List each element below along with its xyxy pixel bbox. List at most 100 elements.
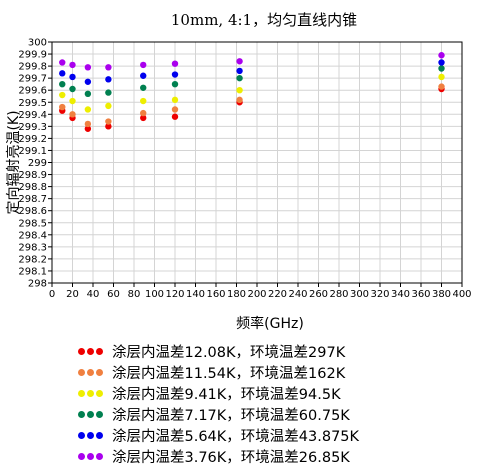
data-point-series-5: [59, 70, 66, 77]
x-tick-label: 280: [329, 289, 348, 300]
x-axis-label: 频率(GHz): [236, 315, 304, 332]
grid: [51, 41, 463, 284]
data-point-series-5: [236, 67, 243, 75]
x-tick-label: 360: [411, 289, 430, 300]
data-point-series-4: [140, 84, 147, 91]
chart-title: 10mm, 4:1，均匀直线内锥: [171, 11, 357, 29]
data-point-series-3: [171, 96, 179, 104]
legend-item: 涂层内温差5.64K，环境温差43.875K: [78, 425, 359, 446]
data-point-series-4: [59, 80, 66, 88]
data-point-series-5: [69, 73, 76, 81]
data-point-series-3: [59, 91, 66, 99]
data-point-series-6: [59, 59, 66, 66]
y-tick-label: 299.2: [18, 134, 47, 145]
data-point-series-6: [171, 60, 179, 67]
y-tick-label: 298.5: [18, 218, 47, 229]
data-point-series-4: [438, 65, 445, 72]
y-tick-label: 299: [28, 158, 47, 169]
legend-dot: [87, 369, 94, 376]
data-point-series-1: [84, 125, 92, 132]
data-point-series-6: [84, 64, 92, 71]
legend-dot: [96, 453, 103, 460]
data-point-series-2: [105, 118, 112, 125]
data-point-series-6: [438, 52, 445, 59]
data-point-series-1: [105, 123, 112, 130]
legend-item: 涂层内温差3.76K，环境温差26.85K: [78, 446, 359, 467]
x-tick-label: 220: [268, 289, 287, 300]
y-tick-label: 300: [28, 38, 47, 49]
y-tick-label: 298.3: [18, 242, 47, 253]
data-point-series-5: [171, 71, 179, 78]
y-tick-label: 299.3: [18, 122, 47, 133]
legend-item: 涂层内温差11.54K，环境温差162K: [78, 362, 359, 383]
legend-label: 涂层内温差9.41K，环境温差94.5K: [112, 387, 341, 403]
y-tick-label: 298.6: [18, 206, 47, 217]
data-point-series-3: [140, 97, 147, 105]
legend-dot: [78, 432, 85, 439]
data-point-series-2: [84, 120, 92, 128]
legend-marker: [78, 348, 108, 355]
legend-label: 涂层内温差7.17K，环境温差60.75K: [112, 408, 350, 424]
x-tick-label: 0: [49, 289, 55, 300]
legend-dot: [96, 390, 103, 397]
y-tick-label: 298.8: [18, 182, 47, 193]
y-axis: 298298.1298.2298.3298.4298.5298.6298.729…: [18, 38, 52, 290]
legend-dot: [87, 432, 94, 439]
y-tick-label: 298.7: [18, 194, 47, 205]
legend-dot: [78, 348, 85, 355]
data-point-series-3: [438, 73, 445, 81]
x-tick-label: 300: [350, 289, 369, 300]
legend-label: 涂层内温差3.76K，环境温差26.85K: [112, 450, 350, 466]
y-tick-label: 299.7: [18, 74, 47, 85]
x-tick-label: 120: [165, 289, 184, 300]
data-point-series-5: [105, 76, 112, 83]
data-point-series-4: [105, 89, 112, 96]
data-point-series-5: [140, 72, 147, 79]
data-point-series-1: [140, 114, 147, 122]
legend-dot: [96, 348, 103, 355]
data-point-series-2: [236, 96, 243, 104]
data-point-series-4: [84, 90, 92, 98]
y-tick-label: 299.6: [18, 86, 47, 97]
legend-label: 涂层内温差5.64K，环境温差43.875K: [112, 429, 360, 445]
y-tick-label: 298: [28, 279, 47, 290]
x-tick-label: 340: [391, 289, 410, 300]
data-points: [59, 52, 445, 132]
y-tick-label: 299.1: [18, 146, 47, 157]
x-tick-label: 240: [288, 289, 307, 300]
x-tick-label: 60: [107, 289, 120, 300]
legend-dot: [87, 411, 94, 418]
legend-dot: [87, 453, 94, 460]
data-point-series-6: [69, 61, 76, 69]
y-tick-label: 299.4: [18, 110, 47, 121]
legend-marker: [78, 432, 108, 439]
x-tick-label: 400: [452, 289, 471, 300]
data-point-series-3: [105, 102, 112, 110]
data-point-series-6: [140, 61, 147, 69]
data-point-series-1: [171, 113, 179, 120]
y-axis-label: 定向辐射亮温(K): [5, 110, 22, 214]
x-tick-label: 320: [370, 289, 389, 300]
data-point-series-2: [171, 106, 179, 113]
y-tick-label: 298.1: [18, 266, 47, 277]
y-tick-label: 299.5: [18, 98, 47, 109]
data-point-series-2: [59, 103, 66, 111]
x-tick-label: 380: [432, 289, 451, 300]
data-point-series-2: [140, 109, 147, 117]
data-point-series-2: [438, 83, 445, 90]
legend-marker: [78, 411, 108, 418]
legend-dot: [87, 348, 94, 355]
y-tick-label: 298.2: [18, 254, 47, 265]
x-tick-label: 140: [186, 289, 205, 300]
x-axis: 0 20 40 60 80 100 120 140 160 180 200 220 240 260 280 3…: [49, 283, 472, 300]
x-tick-label: 20: [66, 289, 79, 300]
legend-label: 涂层内温差11.54K，环境温差162K: [112, 366, 346, 382]
legend-label: 涂层内温差12.08K，环境温差297K: [112, 345, 346, 361]
data-point-series-4: [236, 74, 243, 82]
legend-dot: [96, 369, 103, 376]
legend-dot: [78, 453, 85, 460]
legend: 涂层内温差12.08K，环境温差297K 涂层内温差11.54K，环境温差162K…: [78, 341, 359, 467]
data-point-series-5: [438, 59, 445, 66]
legend-item: 涂层内温差7.17K，环境温差60.75K: [78, 404, 359, 425]
x-tick-label: 200: [247, 289, 266, 300]
